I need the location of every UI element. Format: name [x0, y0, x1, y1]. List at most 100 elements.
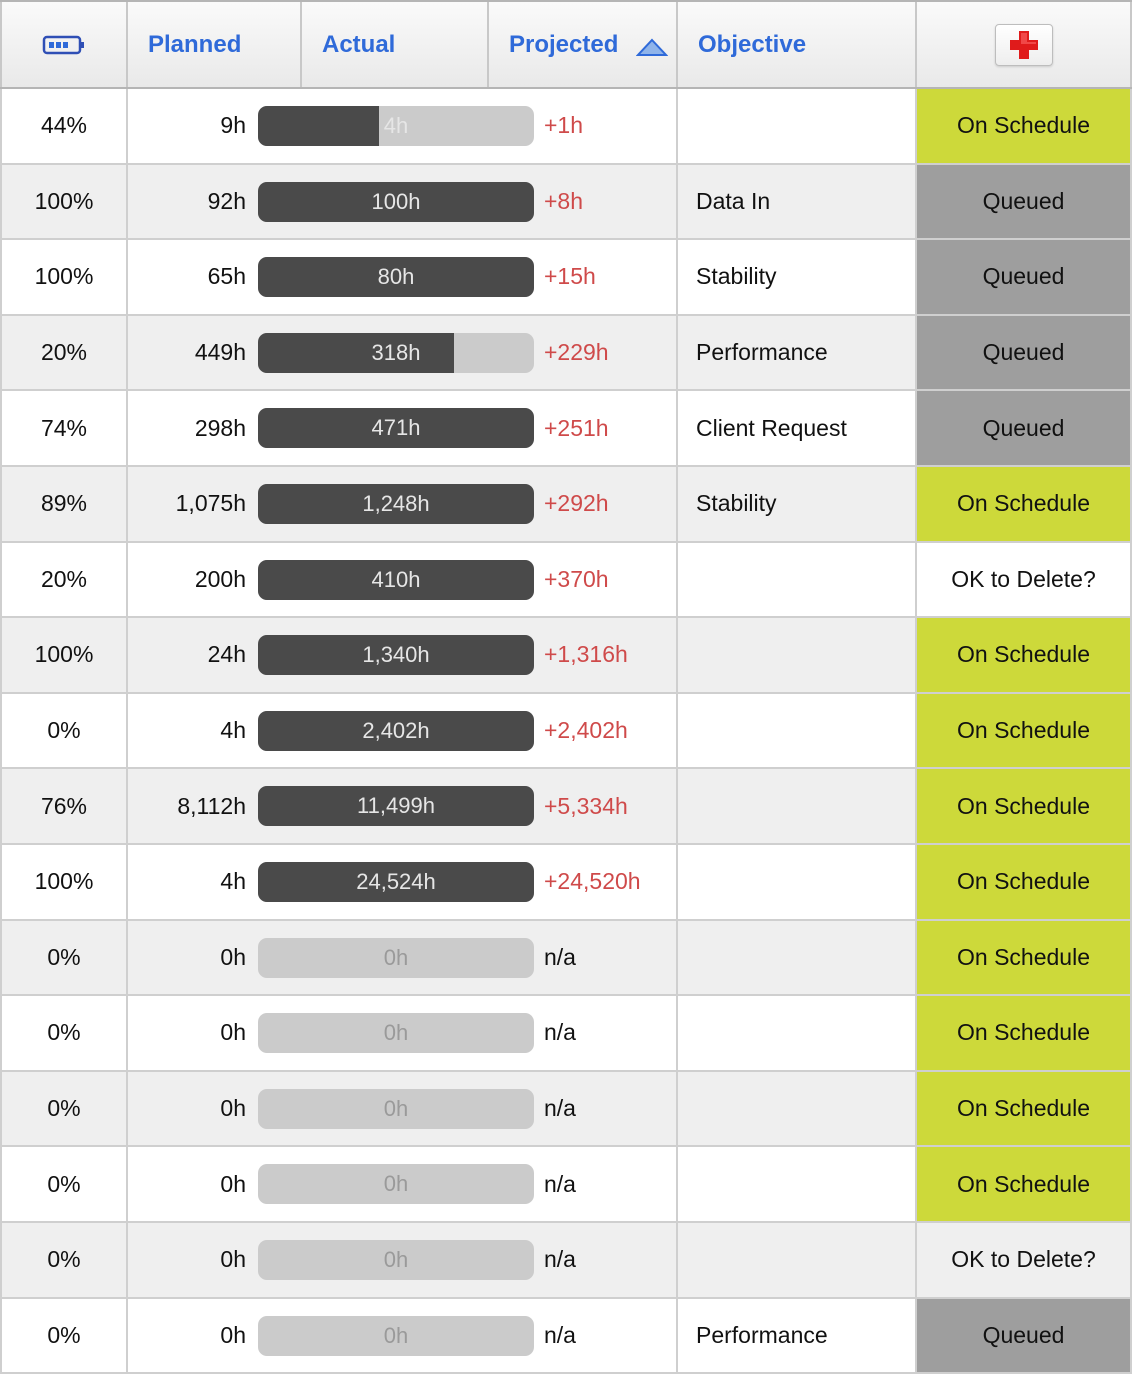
- actual-hours-bar: 0h: [258, 937, 534, 978]
- actual-hours-bar-fill: [258, 635, 534, 676]
- column-header-progress[interactable]: [0, 2, 128, 87]
- sort-ascending-icon: [636, 38, 668, 56]
- table-row[interactable]: 100% 92h 100h +8h Data In Queued: [0, 164, 1132, 241]
- actual-hours-bar: 410h: [258, 559, 534, 600]
- progress-percent: 74%: [0, 391, 128, 465]
- table-row[interactable]: 100% 65h 80h +15h Stability Queued: [0, 240, 1132, 316]
- objective-cell: Client Request: [678, 391, 917, 465]
- table-row[interactable]: 89% 1,075h 1,248h +292h Stability On Schedule: [0, 466, 1132, 543]
- projected-delta: n/a: [544, 1095, 576, 1122]
- objective-cell: [678, 769, 917, 843]
- hours-cell: 24h 1,340h +1,316h: [128, 618, 678, 692]
- progress-percent: 76%: [0, 769, 128, 843]
- planned-hours: 8,112h: [177, 792, 246, 819]
- status-badge[interactable]: Queued: [917, 391, 1132, 465]
- column-header-planned[interactable]: Planned: [128, 2, 302, 87]
- status-badge[interactable]: On Schedule: [917, 466, 1132, 541]
- status-badge[interactable]: On Schedule: [917, 920, 1132, 995]
- objective-cell: [678, 542, 917, 617]
- projected-delta: n/a: [544, 1246, 576, 1273]
- hours-cell: 4h 24,524h +24,520h: [128, 844, 678, 919]
- planned-hours: 449h: [194, 339, 246, 366]
- status-badge[interactable]: On Schedule: [917, 844, 1132, 919]
- planned-hours: 1,075h: [175, 490, 246, 517]
- progress-percent: 0%: [0, 1147, 128, 1221]
- actual-hours-bar: 80h: [258, 257, 534, 298]
- objective-cell: [678, 89, 917, 163]
- status-badge[interactable]: On Schedule: [917, 769, 1132, 843]
- progress-percent: 0%: [0, 693, 128, 768]
- actual-hours-bar-fill: [258, 861, 534, 902]
- status-badge[interactable]: OK to Delete?: [917, 1222, 1132, 1297]
- status-badge[interactable]: On Schedule: [917, 618, 1132, 692]
- status-badge[interactable]: Queued: [917, 315, 1132, 390]
- battery-icon: [42, 35, 84, 54]
- projected-delta: +370h: [544, 565, 609, 592]
- table-row[interactable]: 74% 298h 471h +251h Client Request Queued: [0, 391, 1132, 467]
- table-row[interactable]: 0% 0h 0h n/a Performance Queued: [0, 1298, 1132, 1375]
- status-badge[interactable]: Queued: [917, 240, 1132, 314]
- table-row[interactable]: 20% 449h 318h +229h Performance Queued: [0, 315, 1132, 392]
- status-badge[interactable]: OK to Delete?: [917, 542, 1132, 617]
- actual-hours-bar: 4h: [258, 106, 534, 146]
- objective-cell: [678, 1222, 917, 1297]
- actual-hours: 80h: [377, 264, 415, 290]
- table-row[interactable]: 0% 0h 0h n/a On Schedule: [0, 996, 1132, 1072]
- status-badge[interactable]: On Schedule: [917, 1071, 1132, 1146]
- add-task-button[interactable]: [994, 23, 1053, 66]
- actual-hours-bar-fill: [258, 786, 534, 827]
- actual-hours: 4h: [383, 113, 409, 138]
- actual-hours-bar: 0h: [258, 1164, 534, 1205]
- table-row[interactable]: 0% 0h 0h n/a OK to Delete?: [0, 1222, 1132, 1299]
- actual-hours-bar: 471h: [258, 408, 534, 449]
- actual-hours: 0h: [383, 944, 409, 970]
- status-badge[interactable]: On Schedule: [917, 996, 1132, 1070]
- progress-percent: 100%: [0, 164, 128, 239]
- status-badge[interactable]: On Schedule: [917, 1147, 1132, 1221]
- column-header-objective[interactable]: Objective: [678, 2, 917, 87]
- hours-cell: 92h 100h +8h: [128, 164, 678, 239]
- table-row[interactable]: 20% 200h 410h +370h OK to Delete?: [0, 542, 1132, 619]
- table-row[interactable]: 0% 0h 0h n/a On Schedule: [0, 1071, 1132, 1148]
- actual-hours: 100h: [371, 188, 421, 214]
- hours-cell: 0h 0h n/a: [128, 1147, 678, 1221]
- planned-hours: 0h: [220, 943, 246, 970]
- planned-hours: 0h: [220, 1321, 246, 1348]
- progress-percent: 20%: [0, 542, 128, 617]
- planned-hours: 65h: [207, 263, 246, 290]
- progress-percent: 100%: [0, 240, 128, 314]
- actual-hours: 471h: [371, 415, 421, 441]
- actual-hours-bar-fill: [258, 106, 380, 146]
- status-badge[interactable]: On Schedule: [917, 89, 1132, 163]
- status-badge[interactable]: On Schedule: [917, 693, 1132, 768]
- column-header-projected[interactable]: Projected: [489, 2, 678, 87]
- actual-hours: 2,402h: [362, 717, 430, 743]
- status-badge[interactable]: Queued: [917, 1298, 1132, 1373]
- progress-percent: 100%: [0, 844, 128, 919]
- objective-cell: Stability: [678, 240, 917, 314]
- table-header: Planned Actual Projected Objective: [0, 0, 1132, 89]
- projected-header-label: Projected: [509, 30, 619, 58]
- hours-cell: 0h 0h n/a: [128, 1071, 678, 1146]
- objective-cell: [678, 844, 917, 919]
- table-row[interactable]: 0% 0h 0h n/a On Schedule: [0, 920, 1132, 997]
- actual-hours: 0h: [383, 1020, 409, 1046]
- table-row[interactable]: 0% 0h 0h n/a On Schedule: [0, 1147, 1132, 1223]
- actual-hours-bar: 0h: [258, 1239, 534, 1280]
- projected-delta: +1h: [544, 112, 584, 139]
- objective-cell: Stability: [678, 466, 917, 541]
- hours-cell: 0h 0h n/a: [128, 920, 678, 995]
- table-row[interactable]: 100% 4h 24,524h +24,520h On Schedule: [0, 844, 1132, 921]
- column-header-actual[interactable]: Actual: [302, 2, 489, 87]
- progress-percent: 100%: [0, 618, 128, 692]
- objective-cell: [678, 618, 917, 692]
- table-row[interactable]: 76% 8,112h 11,499h +5,334h On Schedule: [0, 769, 1132, 845]
- status-badge[interactable]: Queued: [917, 164, 1132, 239]
- actual-hours: 0h: [383, 1322, 409, 1348]
- table-row[interactable]: 100% 24h 1,340h +1,316h On Schedule: [0, 618, 1132, 694]
- projected-delta: +229h: [544, 339, 609, 366]
- actual-hours-bar-fill: [258, 408, 534, 449]
- table-row[interactable]: 44% 9h 4h +1h On Schedule: [0, 89, 1132, 165]
- table-row[interactable]: 0% 4h 2,402h +2,402h On Schedule: [0, 693, 1132, 770]
